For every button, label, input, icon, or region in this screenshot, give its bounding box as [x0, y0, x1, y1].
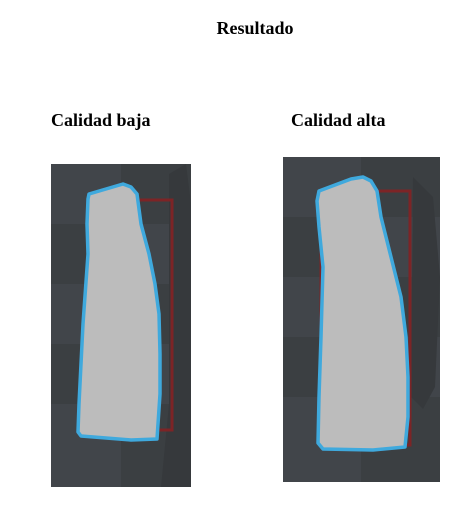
- figure-title: Resultado: [216, 18, 294, 38]
- high-quality-render: [283, 157, 440, 482]
- low-quality-image: [51, 164, 191, 487]
- shadow-shape: [161, 164, 191, 487]
- tooth-shape: [76, 182, 162, 442]
- shadow-shape: [411, 177, 440, 409]
- label-low-quality: Calidad baja: [51, 110, 151, 130]
- low-quality-render: [51, 164, 191, 487]
- label-high-quality: Calidad alta: [291, 110, 386, 130]
- tooth-shape: [315, 175, 410, 452]
- high-quality-image: [283, 157, 440, 482]
